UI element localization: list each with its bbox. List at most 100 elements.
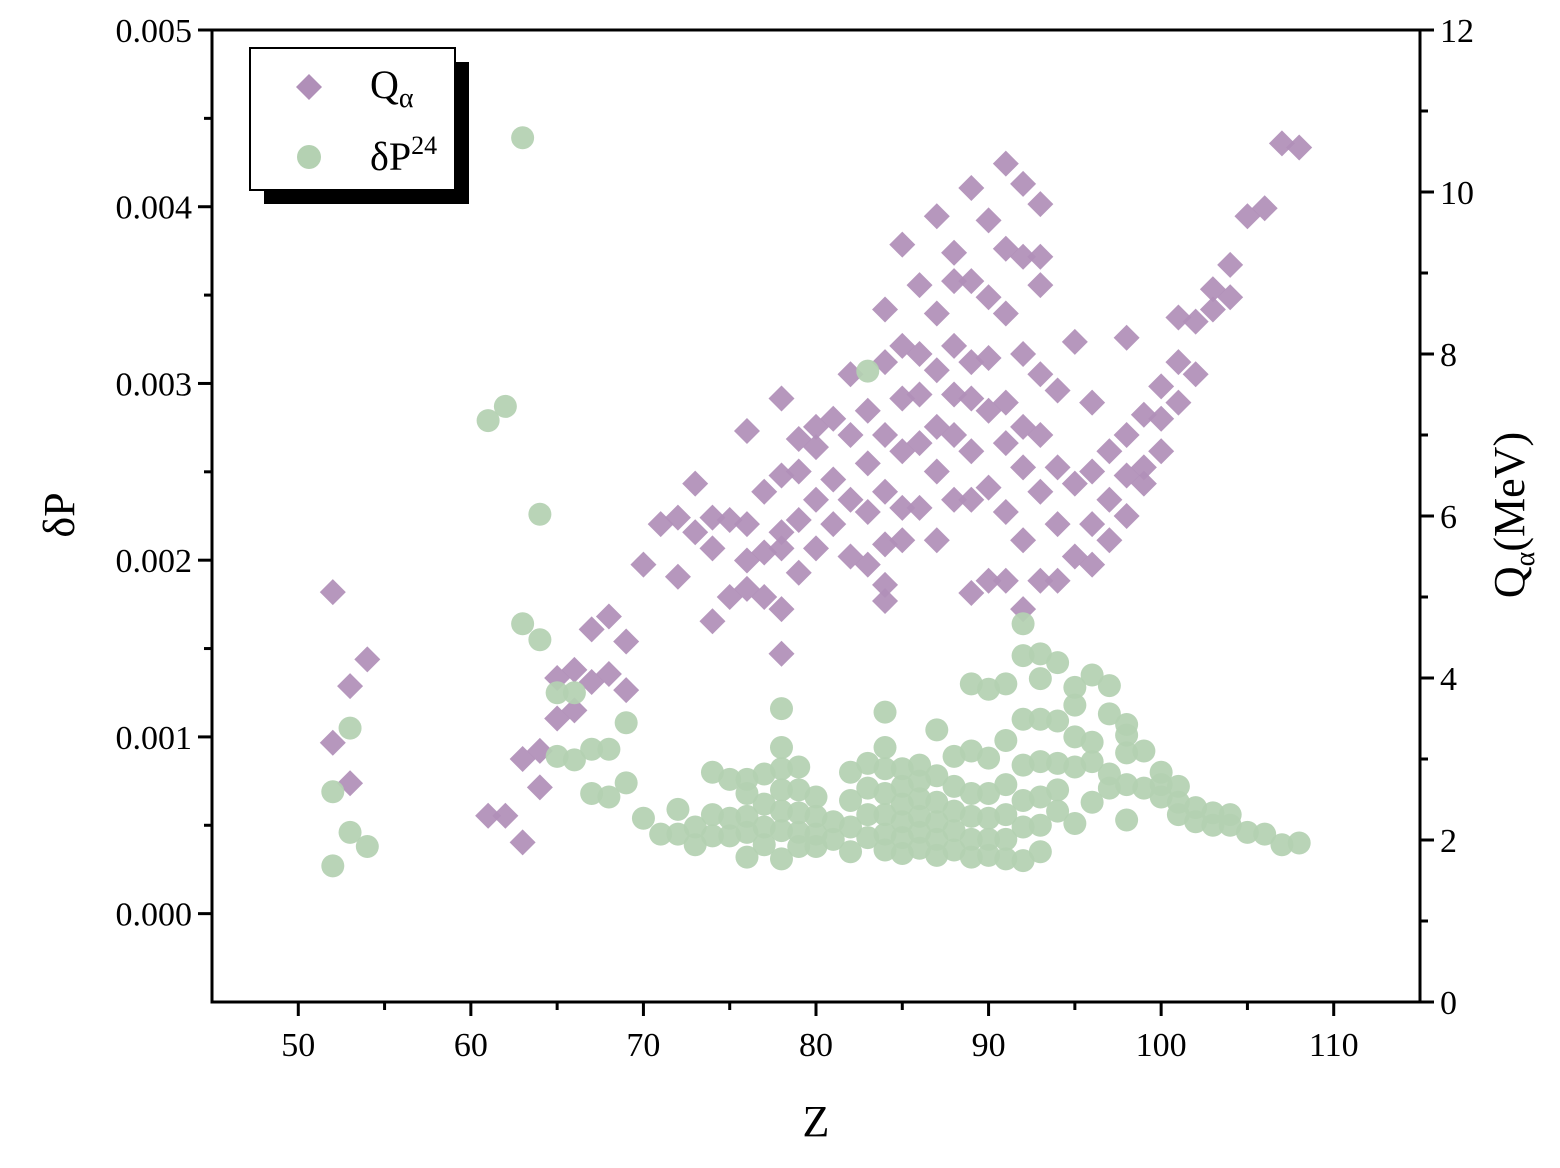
- point-dp-167: [1218, 813, 1242, 837]
- point-qalpha-17: [595, 603, 622, 630]
- point-dp-15: [580, 737, 604, 761]
- point-qalpha-113: [992, 567, 1019, 594]
- x-tick-label: 70: [626, 1027, 660, 1064]
- point-dp-9: [528, 628, 552, 652]
- y-right-title-unit: (MeV): [1485, 432, 1534, 552]
- y-left-tick-label: 0.002: [116, 543, 193, 580]
- point-dp-29: [700, 824, 724, 848]
- point-qalpha-44: [768, 596, 795, 623]
- y-left-tick-label: 0.004: [116, 190, 193, 227]
- point-dp-18: [597, 785, 621, 809]
- point-qalpha-109: [992, 300, 1019, 327]
- point-dp-62: [839, 815, 863, 839]
- point-dp-10: [528, 502, 552, 526]
- point-qalpha-116: [1010, 341, 1037, 367]
- point-dp-58: [821, 810, 845, 834]
- point-qalpha-158: [1199, 296, 1226, 323]
- point-dp-91: [925, 810, 949, 834]
- point-qalpha-48: [785, 507, 812, 534]
- point-dp-127: [1028, 750, 1052, 774]
- point-qalpha-33: [733, 511, 760, 538]
- y-right-tick-label: 12: [1440, 13, 1474, 50]
- point-dp-75: [873, 838, 897, 862]
- point-dp-72: [873, 781, 897, 805]
- point-dp-137: [1063, 693, 1087, 717]
- point-dp-95: [942, 774, 966, 798]
- point-qalpha-62: [854, 498, 881, 525]
- point-qalpha-133: [1061, 470, 1088, 497]
- point-qalpha-142: [1113, 324, 1140, 351]
- point-dp-23: [666, 797, 690, 821]
- point-dp-98: [942, 838, 966, 862]
- point-dp-93: [925, 843, 949, 867]
- point-qalpha-20: [613, 677, 640, 704]
- point-dp-57: [804, 834, 828, 858]
- point-qalpha-28: [699, 608, 726, 635]
- y-right-tick-label: 8: [1440, 337, 1457, 374]
- point-qalpha-36: [751, 539, 778, 566]
- point-qalpha-135: [1079, 389, 1106, 416]
- point-dp-64: [856, 359, 880, 383]
- point-qalpha-148: [1130, 470, 1157, 497]
- point-qalpha-145: [1113, 503, 1140, 529]
- point-qalpha-101: [975, 207, 1002, 234]
- point-dp-132: [1046, 709, 1070, 733]
- point-qalpha-130: [1044, 511, 1071, 538]
- point-dp-25: [683, 815, 707, 839]
- point-dp-146: [1097, 702, 1121, 726]
- point-qalpha-93: [941, 486, 968, 513]
- point-qalpha-22: [647, 511, 674, 538]
- point-dp-111: [994, 672, 1018, 696]
- point-qalpha-153: [1165, 349, 1192, 376]
- point-dp-170: [1270, 833, 1294, 857]
- point-dp-124: [1028, 642, 1052, 666]
- point-qalpha-69: [872, 588, 899, 615]
- point-qalpha-146: [1130, 401, 1157, 428]
- y-left-tick-label: 0.001: [116, 720, 193, 757]
- point-dp-13: [562, 681, 586, 705]
- point-dp-107: [977, 781, 1001, 805]
- point-dp-1: [321, 780, 345, 804]
- point-qalpha-45: [785, 458, 812, 485]
- y-left-axis-title: δP: [35, 492, 84, 537]
- point-qalpha-152: [1165, 304, 1192, 331]
- point-qalpha-76: [889, 527, 916, 554]
- point-dp-61: [839, 789, 863, 813]
- point-dp-154: [1132, 739, 1156, 763]
- point-qalpha-87: [923, 527, 950, 554]
- point-dp-85: [908, 804, 932, 828]
- point-dp-135: [1046, 799, 1070, 823]
- point-qalpha-70: [872, 571, 899, 598]
- point-dp-83: [908, 769, 932, 793]
- point-qalpha-141: [1096, 527, 1123, 554]
- point-dp-27: [700, 760, 724, 784]
- point-dp-139: [1063, 755, 1087, 779]
- point-dp-155: [1132, 776, 1156, 800]
- legend-marker-dp: [297, 145, 321, 169]
- point-dp-169: [1253, 822, 1277, 846]
- point-dp-55: [804, 804, 828, 828]
- point-dp-117: [1011, 612, 1035, 636]
- point-dp-46: [769, 799, 793, 823]
- point-dp-74: [873, 822, 897, 846]
- legend-marker-qalpha: [296, 74, 322, 100]
- series-qalpha: [319, 130, 1313, 856]
- point-qalpha-6: [492, 802, 519, 829]
- point-qalpha-114: [1010, 170, 1037, 197]
- point-dp-140: [1063, 812, 1087, 836]
- point-qalpha-63: [854, 551, 881, 578]
- point-qalpha-57: [837, 486, 864, 513]
- point-qalpha-77: [906, 272, 933, 299]
- point-dp-82: [908, 753, 932, 777]
- point-qalpha-107: [992, 150, 1019, 177]
- point-qalpha-49: [803, 486, 829, 513]
- series-dp: [321, 126, 1311, 878]
- point-qalpha-67: [872, 478, 899, 505]
- point-dp-12: [545, 744, 569, 768]
- point-dp-115: [994, 827, 1018, 851]
- legend-box: [249, 47, 456, 191]
- point-qalpha-88: [941, 239, 968, 266]
- point-dp-48: [769, 847, 793, 871]
- point-dp-130: [1028, 840, 1052, 864]
- point-qalpha-131: [1044, 567, 1071, 594]
